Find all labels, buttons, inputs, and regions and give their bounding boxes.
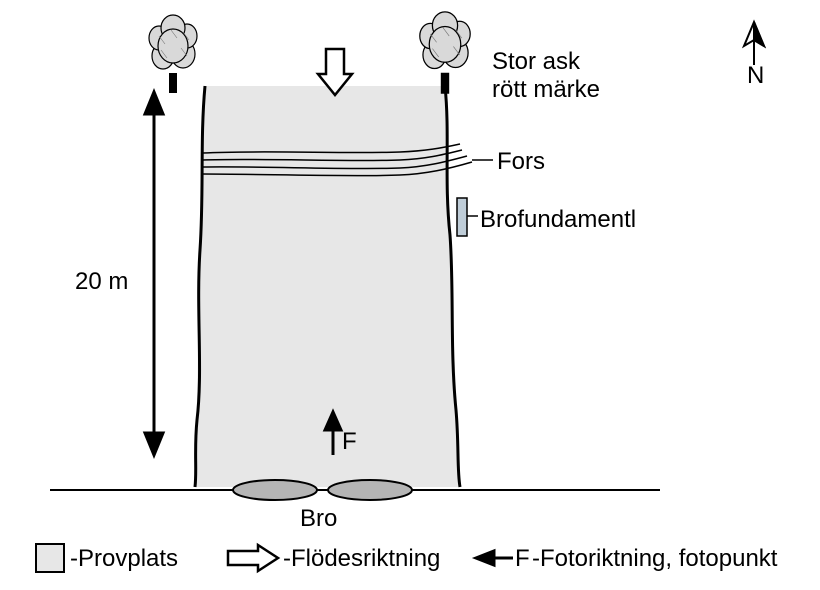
bro-opening-2 [328,480,412,500]
legend-foto-arrow [476,551,513,565]
fors-label: Fors [497,148,545,176]
legend-provplats-label: -Provplats [70,545,178,573]
foto-f-label: F [342,428,357,456]
scale-label: 20 m [75,268,128,296]
scale-arrow [145,92,163,455]
stor-ask-label: Stor ask rött märke [492,48,600,103]
brofundament-label: Brofundamentl [480,206,636,234]
bro-label: Bro [300,505,337,533]
legend-fotoriktning-label: -Fotoriktning, fotopunkt [532,545,777,573]
legend-f-label: F [515,545,530,573]
tree-right [420,12,470,94]
legend-swatch [36,544,64,572]
north-label: N [747,62,764,90]
bro-opening-1 [233,480,317,500]
legend-flodesriktning-label: -Flödesriktning [283,545,440,573]
legend-flow-arrow [228,545,278,571]
north-arrow [744,22,764,65]
brofundament-rect [457,198,467,236]
tree-left [149,15,197,93]
